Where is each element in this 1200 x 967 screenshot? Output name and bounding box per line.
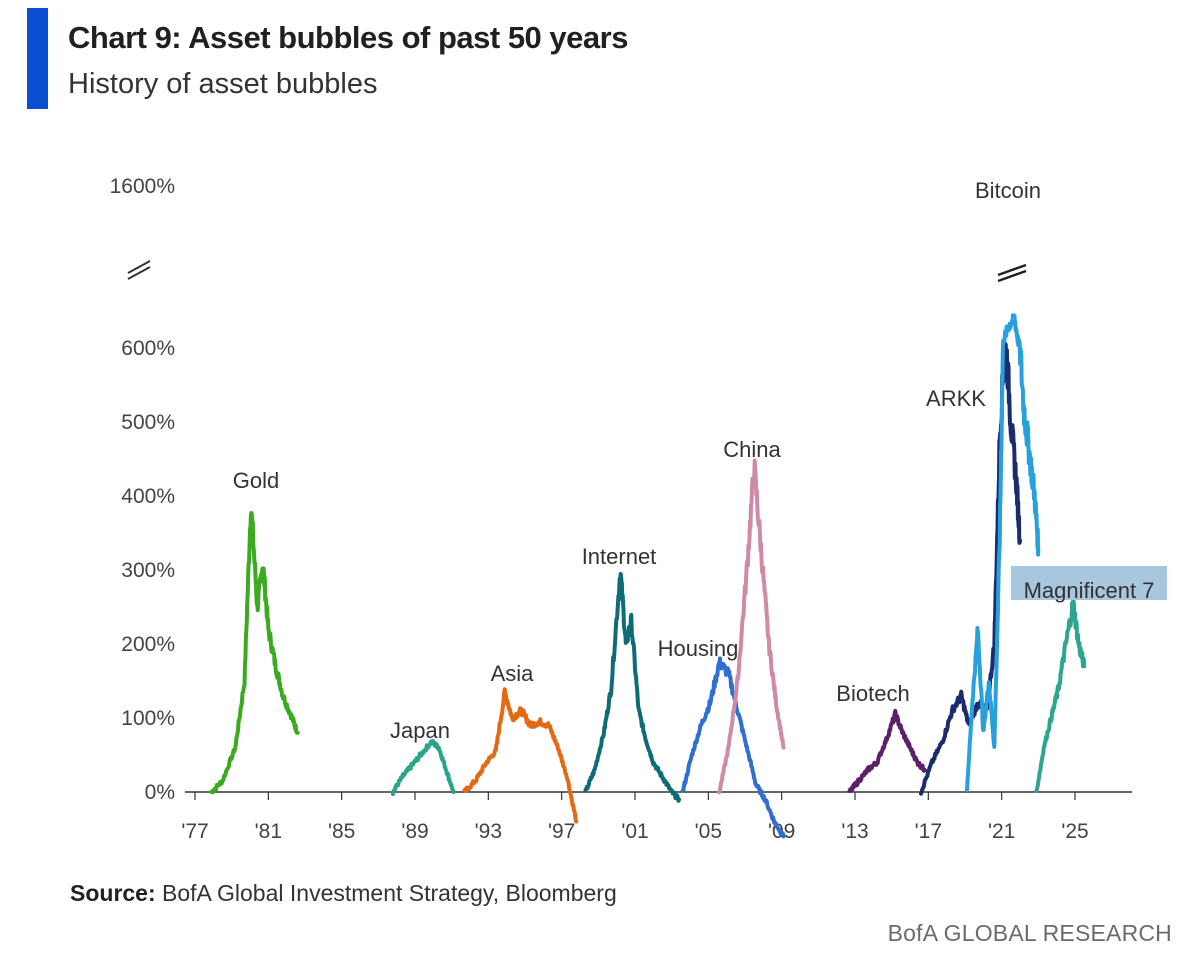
chart-subtitle: History of asset bubbles bbox=[68, 68, 378, 100]
y-tick-label: 600% bbox=[121, 337, 175, 360]
source-text: BofA Global Investment Strategy, Bloombe… bbox=[162, 880, 617, 906]
series-line-biotech bbox=[847, 708, 927, 793]
y-tick-label: 300% bbox=[121, 559, 175, 582]
series-line-housing bbox=[680, 656, 786, 839]
label-gold: Gold bbox=[233, 468, 279, 493]
series-line-china bbox=[717, 458, 786, 795]
label-biotech: Biotech bbox=[836, 681, 909, 706]
series-line-bitcoin bbox=[964, 313, 1041, 793]
annotations: Gold Japan Asia Internet Housing China Biotech… bbox=[233, 178, 1167, 743]
y-axis: 0% 100% 200% 300% 400% 500% 600% 1600% bbox=[110, 175, 175, 804]
label-internet: Internet bbox=[582, 544, 657, 569]
brand-footer: BofA GLOBAL RESEARCH bbox=[887, 920, 1172, 946]
series-line-gold bbox=[209, 511, 300, 795]
y-axis-break-mark bbox=[127, 260, 151, 274]
x-tick-label: '21 bbox=[988, 820, 1015, 843]
x-tick-label: '17 bbox=[915, 820, 942, 843]
y-tick-label: 1600% bbox=[110, 175, 175, 198]
label-japan: Japan bbox=[390, 718, 450, 743]
chart-title: Chart 9: Asset bubbles of past 50 years bbox=[68, 20, 628, 55]
x-axis: '77'81'85'89'93'97'01'05'09'13'17'21'25 bbox=[181, 791, 1132, 843]
y-tick-label: 200% bbox=[121, 633, 175, 656]
x-tick-label: '85 bbox=[328, 820, 355, 843]
label-housing: Housing bbox=[658, 636, 739, 661]
series-line-magnificent-7 bbox=[1034, 598, 1087, 793]
x-tick-label: '13 bbox=[841, 820, 868, 843]
series-line-japan bbox=[391, 739, 456, 797]
x-tick-label: '25 bbox=[1061, 820, 1088, 843]
y-tick-label: 100% bbox=[121, 707, 175, 730]
series-break-mark bbox=[997, 269, 1027, 283]
source-note: Source: BofA Global Investment Strategy,… bbox=[70, 880, 617, 907]
y-tick-label: 0% bbox=[145, 781, 175, 804]
label-magnificent-7: Magnificent 7 bbox=[1024, 578, 1155, 603]
title-accent-bar bbox=[27, 8, 48, 109]
x-tick-label: '81 bbox=[255, 820, 282, 843]
x-tick-label: '89 bbox=[401, 820, 428, 843]
x-tick-label: '05 bbox=[695, 820, 722, 843]
label-china: China bbox=[723, 437, 781, 462]
x-tick-label: '01 bbox=[621, 820, 648, 843]
label-asia: Asia bbox=[491, 661, 535, 686]
y-axis-break-mark bbox=[127, 266, 151, 280]
label-arkk: ARKK bbox=[926, 386, 986, 411]
series-break-mark bbox=[997, 263, 1027, 277]
label-bitcoin: Bitcoin bbox=[975, 178, 1041, 203]
y-tick-label: 500% bbox=[121, 411, 175, 434]
x-tick-label: '93 bbox=[475, 820, 502, 843]
label-magnificent-7-highlight bbox=[1011, 566, 1167, 600]
x-tick-label: '97 bbox=[548, 820, 575, 843]
series-group bbox=[209, 313, 1087, 839]
series-line-asia bbox=[462, 687, 579, 824]
source-label: Source: bbox=[70, 880, 156, 906]
x-tick-label: '77 bbox=[181, 820, 208, 843]
y-tick-label: 400% bbox=[121, 485, 175, 508]
axis-breaks bbox=[127, 260, 1027, 283]
series-line-internet bbox=[583, 572, 681, 803]
